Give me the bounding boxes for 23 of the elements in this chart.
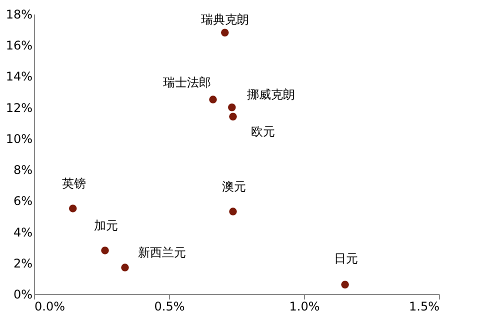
annotation: 英镑	[62, 176, 86, 190]
y-tick-label: 14%	[6, 70, 32, 84]
x-tick-label: 1.0%	[289, 300, 320, 314]
annotation: 欧元	[250, 124, 275, 139]
annotation: 澳元	[222, 180, 246, 194]
y-tick-label: 18%	[6, 8, 32, 22]
y-tick-label: 12%	[6, 100, 32, 115]
y-tick-label: 4%	[13, 225, 32, 240]
y-tick-label: 6%	[13, 194, 32, 208]
x-tick-label: 0.5%	[154, 300, 185, 314]
annotation: 瑞典克朗	[200, 12, 249, 27]
x-tick-label: 1.5%	[409, 300, 440, 314]
y-tick-label: 8%	[13, 163, 32, 178]
annotation: 加元	[94, 218, 118, 232]
annotation: 日元	[334, 252, 358, 266]
y-tick-label: 16%	[6, 38, 32, 53]
y-tick-label: 2%	[13, 256, 32, 270]
y-tick-label: 10%	[6, 132, 32, 146]
annotation: 新西兰元	[138, 246, 186, 260]
y-tick-label: 0%	[13, 288, 32, 302]
x-tick-label: 0.0%	[34, 300, 65, 314]
annotation: 挪威克朗	[246, 87, 295, 102]
annotation: 瑞士法郎	[163, 76, 212, 90]
